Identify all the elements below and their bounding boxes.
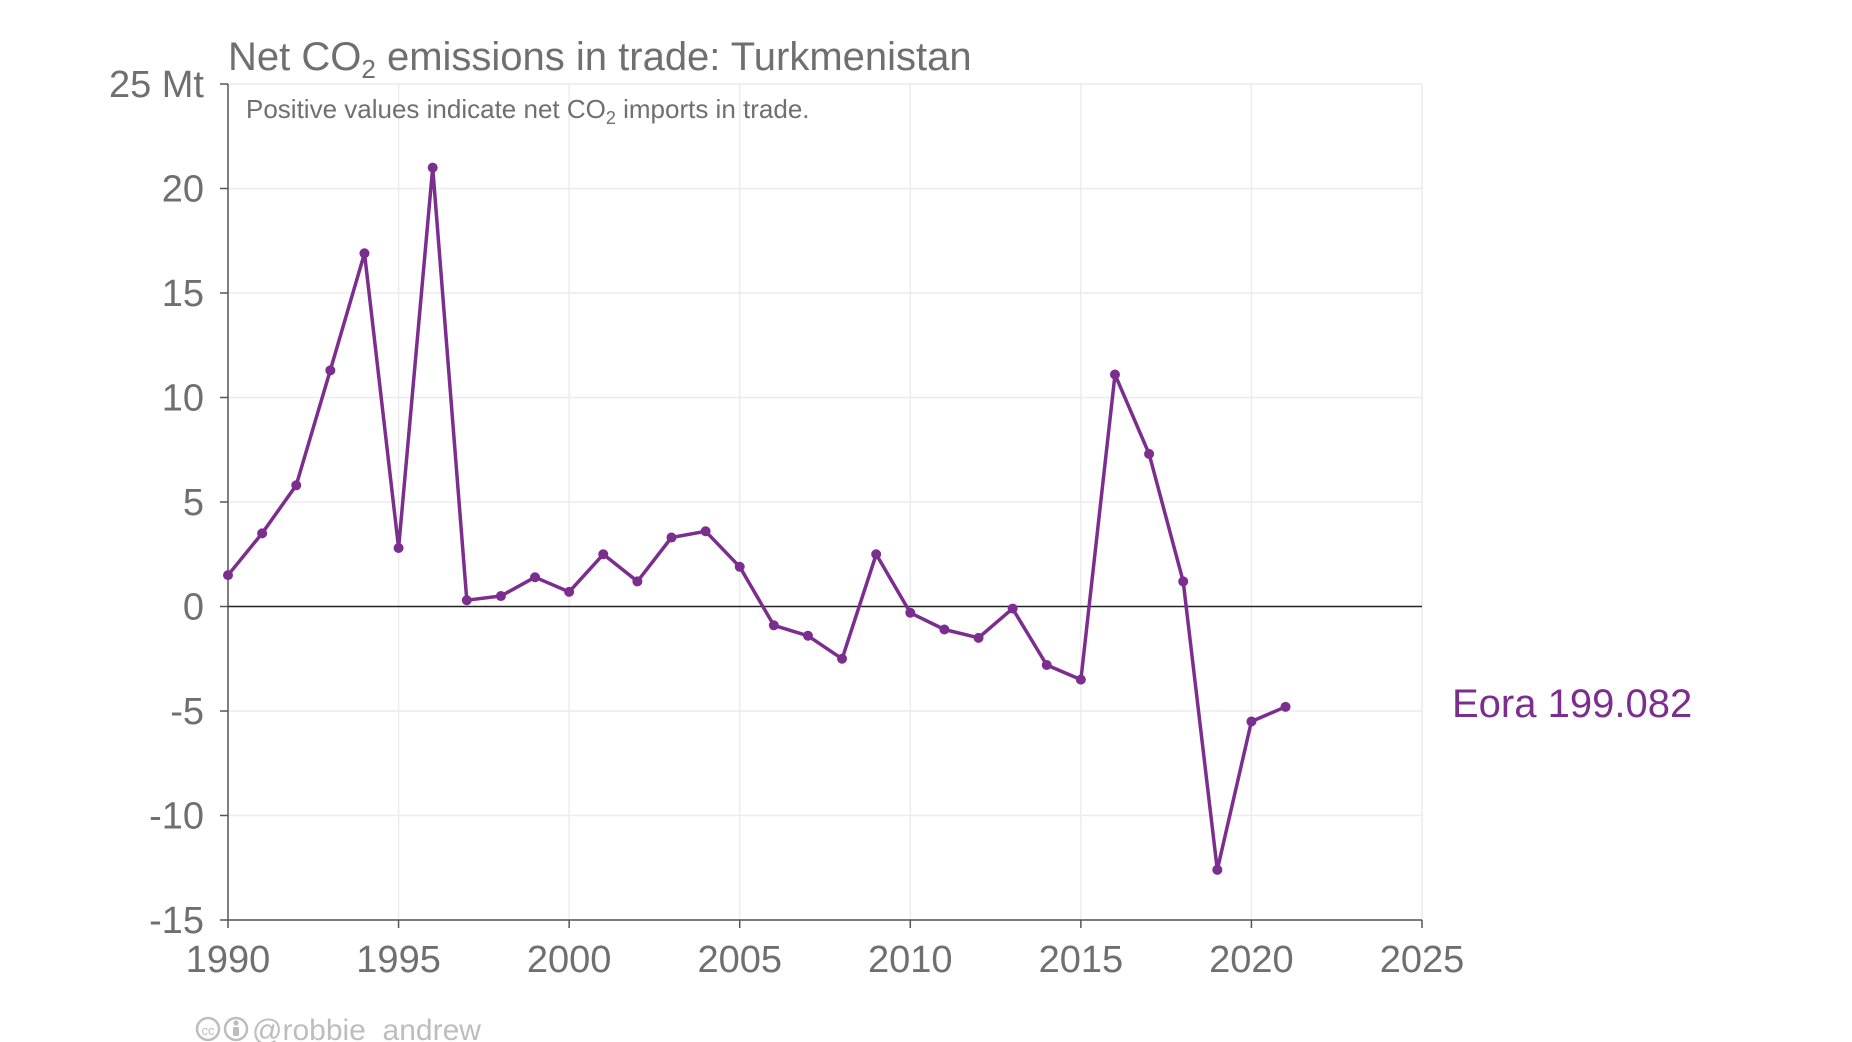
data-point (495, 591, 506, 602)
y-tick-label: 10 (162, 378, 204, 420)
data-point (1178, 576, 1189, 587)
data-point (837, 653, 848, 664)
data-point (291, 480, 302, 491)
x-tick-label: 2010 (868, 939, 953, 981)
y-tick-label: 0 (183, 587, 204, 629)
data-point (359, 248, 370, 259)
gridlines (228, 83, 1423, 921)
data-point (768, 620, 779, 631)
y-tick-label: -15 (149, 900, 204, 942)
data-point (564, 586, 575, 597)
y-tick-label: 25 Mt (109, 64, 204, 106)
chart-subtitle: Positive values indicate net CO2 imports… (246, 94, 810, 128)
data-point (1075, 674, 1086, 685)
credit-handle: @robbie_andrew (252, 1014, 481, 1042)
data-point (1109, 369, 1120, 380)
y-tick-label: -10 (149, 796, 204, 838)
attribution-icon-head (233, 1020, 239, 1026)
x-tick-label: 1995 (356, 939, 441, 981)
data-point (905, 607, 916, 618)
x-tick-label: 2000 (527, 939, 612, 981)
data-point (973, 632, 984, 643)
data-point (393, 542, 404, 553)
data-point (1144, 448, 1155, 459)
chart-title: Net CO2 emissions in trade: Turkmenistan (228, 35, 972, 84)
data-point (802, 630, 813, 641)
data-point (666, 532, 677, 543)
series-label: Eora 199.082 (1452, 682, 1692, 726)
y-tick-label: 15 (162, 273, 204, 315)
credit: cc @robbie_andrew (195, 1014, 481, 1042)
x-tick-label: 1990 (186, 939, 271, 981)
x-tick-label: 2005 (697, 939, 782, 981)
y-tick-label: 20 (162, 169, 204, 211)
data-point (598, 549, 609, 560)
axes (220, 83, 1423, 928)
data-point (871, 549, 882, 560)
data-point (530, 572, 541, 583)
data-point (1280, 701, 1291, 712)
data-point (939, 624, 950, 635)
tick-labels: 1990 1995 2000 2005 2010 2015 2020 2025-15-10-5… (109, 64, 1464, 981)
x-tick-label: 2015 (1039, 939, 1124, 981)
data-point (734, 561, 745, 572)
data-point (700, 526, 711, 537)
attribution-icon-body (233, 1027, 239, 1036)
series-line (226, 165, 1287, 872)
series-group: Eora 199.082 (223, 162, 1692, 875)
data-point (427, 162, 438, 173)
attribution-icon (223, 1016, 249, 1042)
data-point (1041, 660, 1052, 671)
data-point (223, 570, 233, 581)
cc-icon-glyph: cc (202, 1023, 216, 1038)
data-point (1246, 716, 1257, 727)
data-point (461, 595, 472, 606)
cc-icon (195, 1016, 221, 1042)
data-point (257, 528, 268, 539)
x-tick-label: 2020 (1209, 939, 1294, 981)
y-tick-label: -5 (170, 691, 204, 733)
data-point (1007, 603, 1018, 614)
data-point (325, 365, 336, 376)
data-point (632, 576, 643, 587)
x-tick-label: 2025 (1380, 939, 1465, 981)
data-point (1212, 864, 1223, 875)
y-tick-label: 5 (183, 482, 204, 524)
